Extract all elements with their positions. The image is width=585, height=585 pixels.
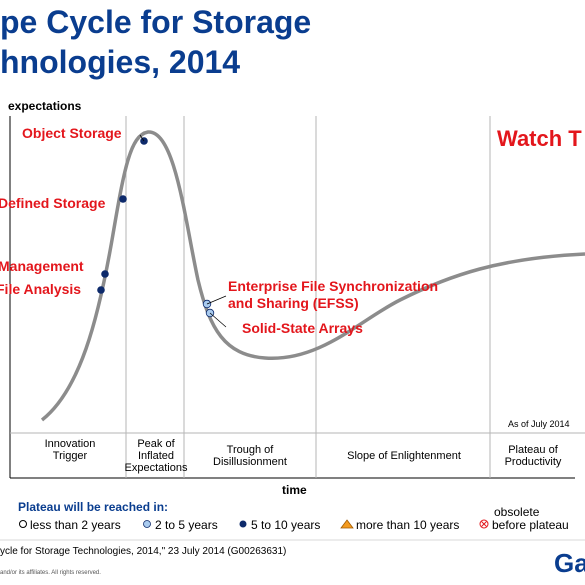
legend-item-more-than-10: more than 10 years [356, 518, 459, 532]
legend-orange-triangle-icon [340, 519, 354, 529]
legend-label: before plateau [492, 518, 569, 532]
marker-defined-storage[interactable] [119, 195, 127, 203]
copyright-notice: and/or its affiliates. All rights reserv… [0, 570, 101, 576]
tech-label-management[interactable]: Management [0, 258, 84, 274]
legend-dark-blue-circle-icon [239, 520, 247, 528]
legend-obsolete-label: obsolete [494, 505, 540, 519]
title-line-1: pe Cycle for Storage [0, 4, 312, 40]
connector-line [139, 134, 145, 142]
connector-line [206, 295, 227, 305]
legend-item-5-to-10: 5 to 10 years [251, 518, 320, 532]
footnote-citation: ycle for Storage Technologies, 2014," 23… [0, 546, 287, 557]
phase-trough: Trough of Disillusionment [213, 444, 287, 468]
tech-label-solid-state-arrays[interactable]: Solid-State Arrays [242, 320, 363, 336]
legend-hollow-circle-icon [19, 520, 27, 528]
phase-plateau: Plateau of Productivity [504, 444, 562, 468]
tech-label-file-analysis[interactable]: File Analysis [0, 281, 82, 297]
title-line-2: hnologies, 2014 [0, 44, 241, 80]
y-axis-label: expectations [8, 99, 82, 113]
legend-label: 2 to 5 years [155, 518, 218, 532]
phase-peak: Peak of Inflated Expectations [124, 438, 188, 474]
legend-item-before-plateau: before plateau [492, 518, 569, 532]
marker-management[interactable] [101, 270, 109, 278]
legend-label: 5 to 10 years [251, 518, 321, 532]
legend-label: more than 10 years [356, 518, 460, 532]
legend-label: less than 2 years [30, 518, 121, 532]
legend-item-less-than-2: less than 2 years [30, 518, 121, 532]
legend-item-2-to-5: 2 to 5 years [155, 518, 218, 532]
legend-red-x-circle-icon [479, 519, 489, 529]
hype-curve [40, 130, 585, 422]
legend-light-blue-circle-icon [143, 520, 151, 528]
marker-file-analysis[interactable] [97, 286, 105, 294]
connector-line [209, 312, 227, 328]
x-axis-label: time [282, 483, 307, 497]
tech-label-defined-storage[interactable]: Defined Storage [0, 195, 106, 211]
phase-innovation-trigger: Innovation Trigger [44, 438, 96, 462]
watch-banner: Watch T [497, 126, 582, 151]
tech-label-object-storage[interactable]: Object Storage [22, 125, 122, 141]
as-of-date: As of July 2014 [508, 419, 570, 429]
phase-slope: Slope of Enlightenment [347, 450, 461, 462]
legend-title: Plateau will be reached in: [18, 500, 169, 514]
tech-label-efss[interactable]: Enterprise File Synchronization and Shar… [228, 278, 439, 311]
brand-logo: Ga [554, 548, 585, 578]
